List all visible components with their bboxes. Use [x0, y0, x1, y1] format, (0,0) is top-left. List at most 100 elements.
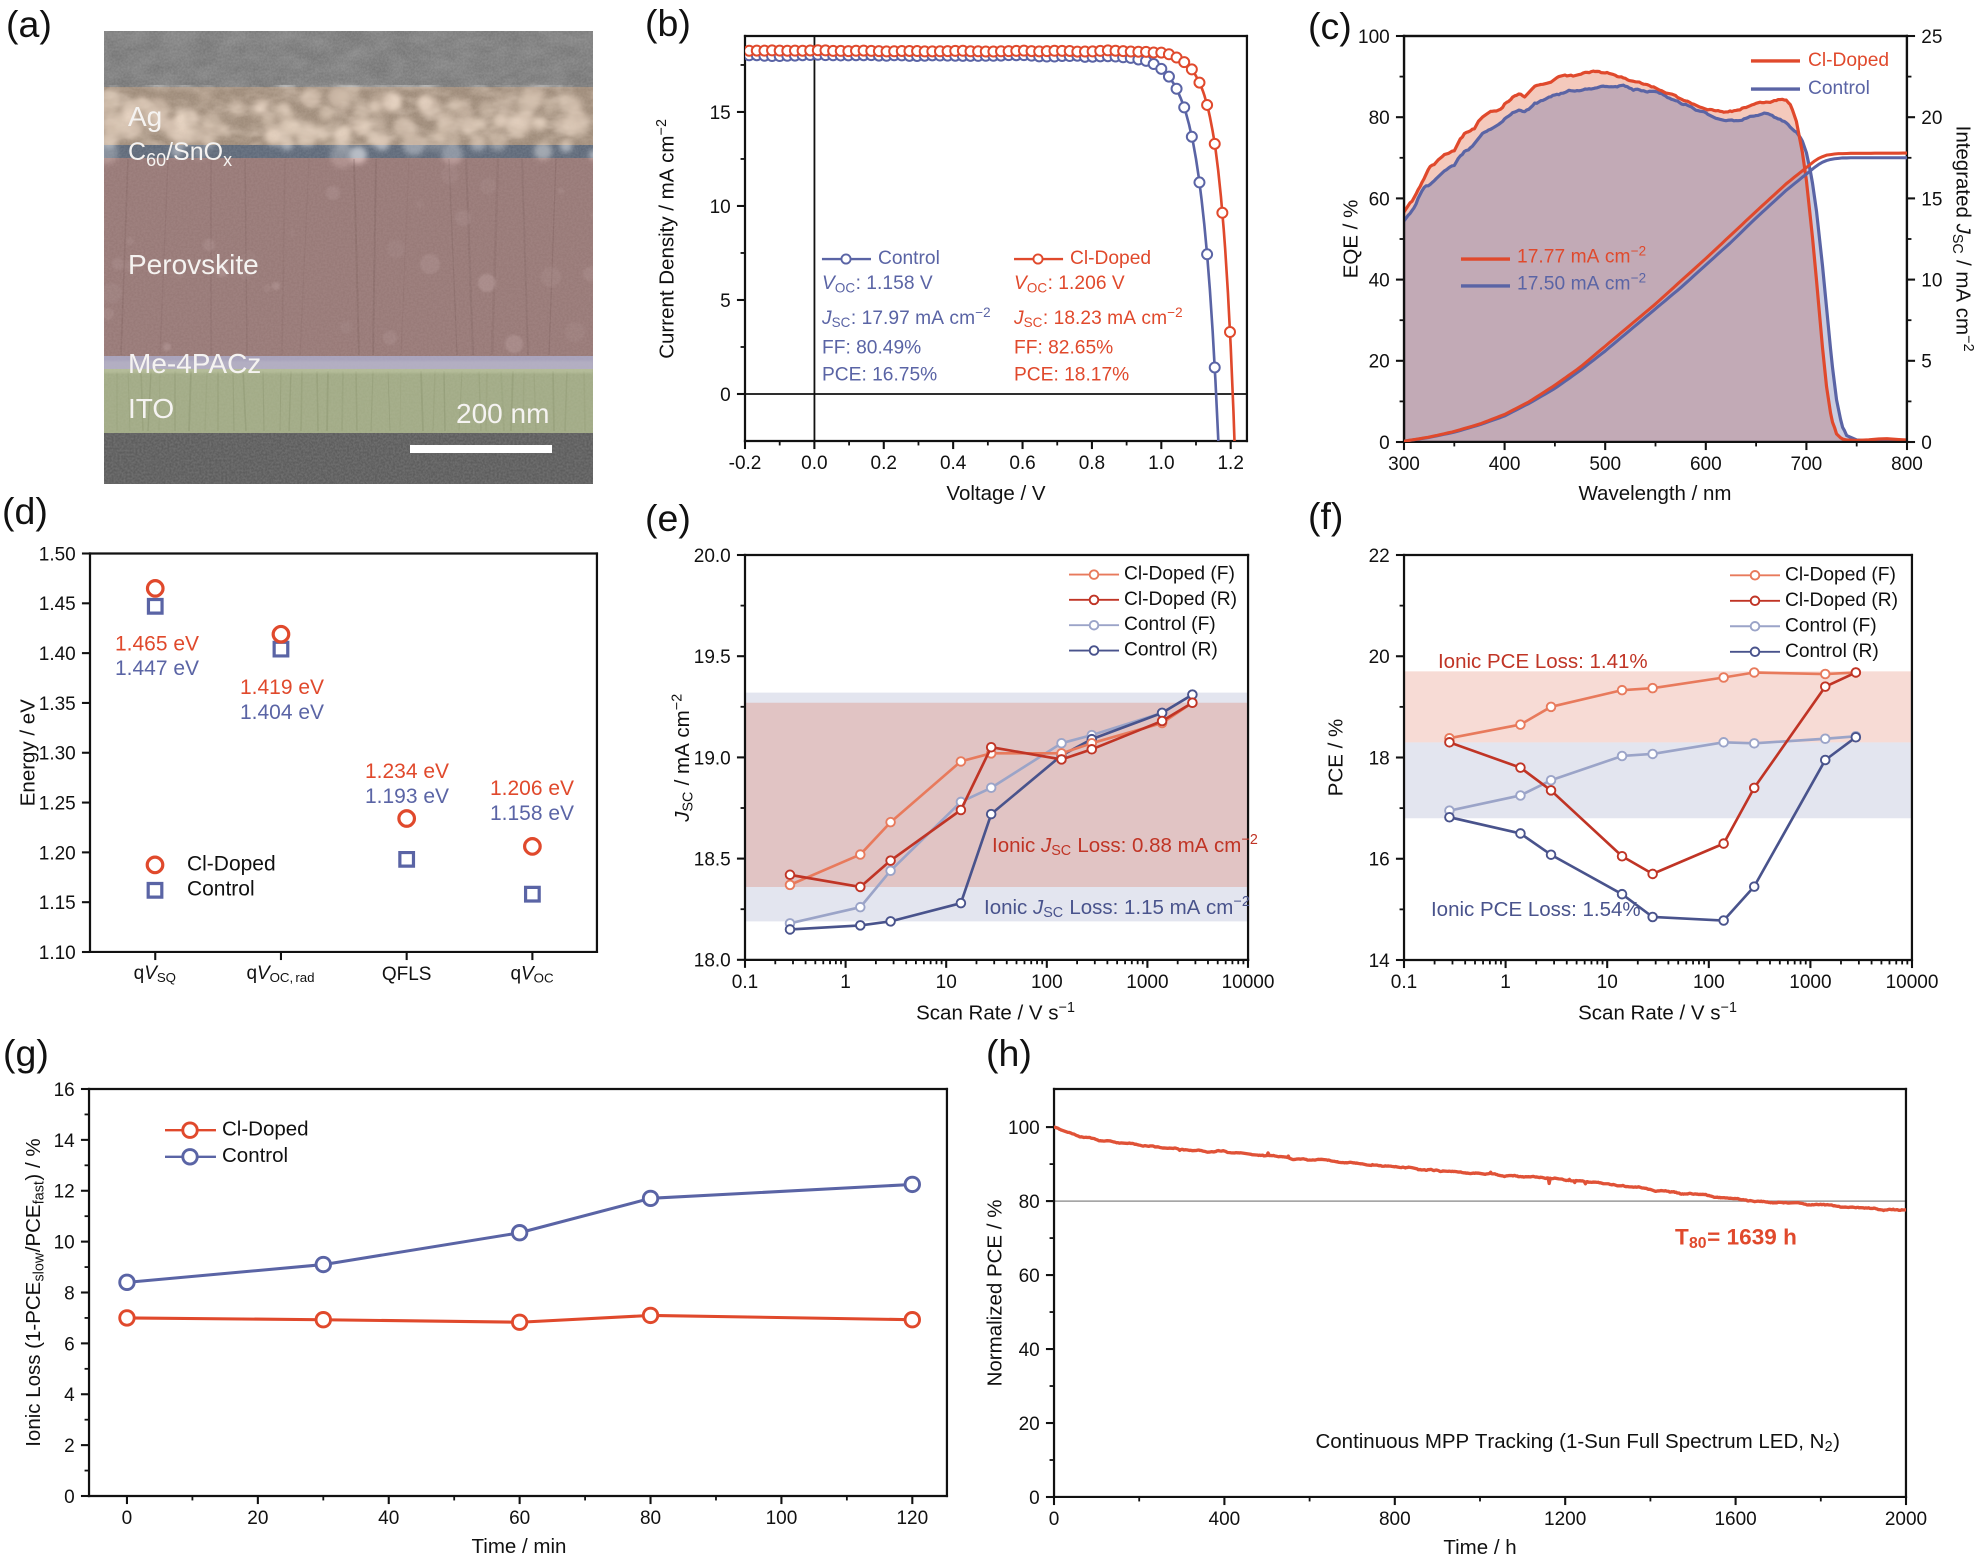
svg-text:15: 15: [1921, 189, 1942, 210]
svg-text:20: 20: [1369, 647, 1390, 668]
svg-text:1200: 1200: [1544, 1509, 1586, 1530]
svg-text:40: 40: [1369, 270, 1390, 291]
svg-text:Control (F): Control (F): [1785, 615, 1877, 636]
svg-text:60: 60: [1019, 1266, 1040, 1287]
svg-text:T = 1 6: T = 1 6 3 9 h 8 0: [1675, 1224, 1803, 1253]
svg-text:FF: 82.65%: FF: 82.65%: [1014, 338, 1113, 359]
svg-text:1.15: 1.15: [39, 893, 76, 914]
svg-text:18: 18: [1369, 748, 1390, 769]
svg-text:12: 12: [54, 1182, 75, 1203]
svg-text:20: 20: [247, 1508, 268, 1529]
svg-text:25: 25: [1921, 27, 1942, 48]
svg-text:18.5: 18.5: [694, 849, 731, 870]
svg-text:0.2: 0.2: [871, 453, 897, 474]
svg-text:1.20: 1.20: [39, 843, 76, 864]
svg-text:15: 15: [710, 103, 731, 124]
svg-text:(g): (g): [3, 1032, 49, 1074]
svg-text:Cl-Doped (F): Cl-Doped (F): [1124, 564, 1235, 585]
svg-text:(e): (e): [645, 497, 691, 539]
svg-text:I o n i c: I o n i c L o s s : 0 . 8 8 m A c m J S …: [992, 824, 1258, 860]
svg-text:C u r r e: C u r r e n t D e n s i t y / m A c m − …: [646, 119, 679, 359]
svg-text:J S C − 2: J S C − 2 : 1 7 . 9 7 m A c m: [821, 297, 997, 332]
svg-text:C60/SnOx: C60/SnOx: [128, 138, 232, 170]
svg-text:Time / h: Time / h: [1443, 1536, 1516, 1559]
svg-text:Cl-Doped: Cl-Doped: [187, 852, 276, 875]
svg-text:40: 40: [1019, 1340, 1040, 1361]
svg-text:1: 1: [1500, 972, 1511, 993]
svg-text:PCE: 16.75%: PCE: 16.75%: [822, 365, 937, 386]
svg-text:Voltage / V: Voltage / V: [946, 482, 1045, 505]
svg-text:I o n i c: I o n i c L o s s : 1 . 1 5 m A c m J S …: [984, 886, 1250, 922]
svg-text:Time / min: Time / min: [472, 1535, 567, 1558]
svg-text:Normalized PCE / %: Normalized PCE / %: [983, 1200, 1006, 1387]
svg-text:600: 600: [1690, 454, 1722, 475]
svg-text:19.0: 19.0: [694, 748, 731, 769]
svg-text:S c a n: S c a n R a t e / V s − 1: [1578, 992, 1737, 1025]
svg-text:80: 80: [1019, 1192, 1040, 1213]
svg-text:100: 100: [1358, 27, 1390, 48]
svg-text:60: 60: [509, 1508, 530, 1529]
svg-text:FF: 80.49%: FF: 80.49%: [822, 338, 921, 359]
svg-text:10: 10: [1597, 972, 1618, 993]
svg-text:Control: Control: [187, 878, 255, 901]
svg-text:0: 0: [1921, 433, 1932, 454]
svg-text:Cl-Doped: Cl-Doped: [222, 1118, 309, 1141]
svg-text:Control (R): Control (R): [1785, 641, 1879, 662]
svg-text:1.404 eV: 1.404 eV: [240, 701, 324, 724]
svg-text:0: 0: [1029, 1488, 1040, 1509]
svg-text:10000: 10000: [1222, 972, 1275, 993]
svg-text:1.447 eV: 1.447 eV: [115, 657, 199, 680]
svg-text:Perovskite: Perovskite: [128, 249, 259, 280]
svg-text:Cl-Doped (R): Cl-Doped (R): [1785, 590, 1898, 611]
svg-text:(a): (a): [6, 3, 52, 45]
svg-text:20.0: 20.0: [694, 546, 731, 567]
svg-text:400: 400: [1209, 1509, 1241, 1530]
svg-text:1.0: 1.0: [1148, 453, 1174, 474]
svg-text:800: 800: [1379, 1509, 1411, 1530]
svg-text:Ag: Ag: [128, 101, 162, 132]
svg-text:ITO: ITO: [128, 393, 174, 424]
svg-text:20: 20: [1019, 1414, 1040, 1435]
svg-text:5: 5: [720, 291, 731, 312]
svg-text:Ionic PCE Loss: 1.41%: Ionic PCE Loss: 1.41%: [1438, 650, 1648, 673]
svg-text:-0.2: -0.2: [729, 453, 762, 474]
svg-text:0.0: 0.0: [801, 453, 827, 474]
svg-text:0: 0: [1379, 433, 1390, 454]
svg-text:Control (F): Control (F): [1124, 614, 1216, 635]
svg-text:14: 14: [54, 1131, 76, 1152]
svg-text:80: 80: [1369, 108, 1390, 129]
svg-text:Me-4PACz: Me-4PACz: [128, 348, 261, 379]
svg-text:Cl-Doped (R): Cl-Doped (R): [1124, 589, 1237, 610]
svg-text:1.45: 1.45: [39, 594, 76, 615]
svg-text:1.25: 1.25: [39, 793, 76, 814]
svg-text:q V O: q V O C , r a d: [246, 959, 314, 987]
svg-text:PCE / %: PCE / %: [1324, 719, 1347, 796]
svg-text:100: 100: [1693, 972, 1725, 993]
svg-text:10: 10: [1921, 270, 1942, 291]
svg-text:500: 500: [1589, 454, 1621, 475]
svg-text:1600: 1600: [1714, 1509, 1756, 1530]
svg-text:2: 2: [64, 1436, 75, 1457]
svg-text:16: 16: [1369, 850, 1390, 871]
svg-text:EQE / %: EQE / %: [1339, 200, 1362, 279]
svg-text:400: 400: [1489, 454, 1521, 475]
svg-text:8: 8: [64, 1283, 75, 1304]
svg-text:300: 300: [1388, 454, 1420, 475]
svg-text:I n t e g: I n t e g r a t e d / m A c m J S C − 2: [1948, 126, 1975, 352]
svg-text:V O C :: V O C : 1 . 1 5 8 V: [822, 269, 933, 297]
svg-text:0: 0: [720, 385, 731, 406]
svg-text:1.234 eV: 1.234 eV: [365, 760, 449, 783]
svg-text:1 7 . 5 0: 1 7 . 5 0 m A c m − 2: [1517, 262, 1646, 294]
svg-text:1.40: 1.40: [39, 644, 76, 665]
svg-text:1.465 eV: 1.465 eV: [115, 632, 199, 655]
svg-text:0: 0: [1049, 1509, 1060, 1530]
svg-text:S c a n: S c a n R a t e / V s − 1: [916, 992, 1075, 1025]
svg-text:Cl-Doped: Cl-Doped: [1070, 248, 1151, 269]
svg-text:Cl-Doped (F): Cl-Doped (F): [1785, 564, 1896, 585]
svg-text:J S C − 2: J S C − 2 : 1 8 . 2 3 m A c m: [1013, 297, 1189, 332]
svg-text:40: 40: [378, 1508, 399, 1529]
svg-text:1.206 eV: 1.206 eV: [490, 777, 574, 800]
svg-text:(f): (f): [1308, 495, 1343, 537]
svg-text:200 nm: 200 nm: [456, 398, 549, 429]
svg-text:1.10: 1.10: [39, 943, 76, 964]
